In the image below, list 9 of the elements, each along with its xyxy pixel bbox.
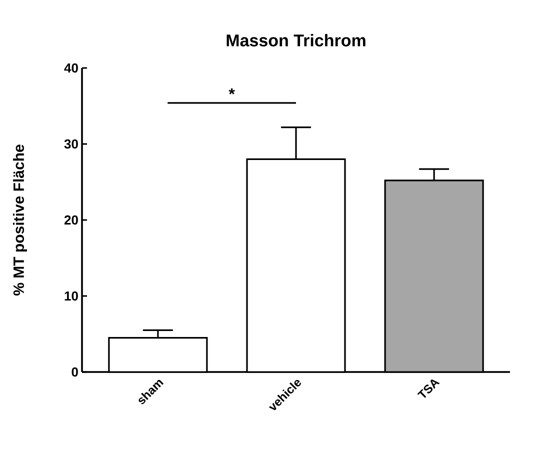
y-tick-label: 40 <box>64 63 78 73</box>
x-tick-label: TSA <box>417 379 440 398</box>
y-axis-title: % MT positive Fläche <box>13 144 27 296</box>
y-tick-label: 10 <box>64 291 78 301</box>
y-tick-label: 30 <box>64 139 78 149</box>
y-tick-label: 20 <box>64 215 78 225</box>
y-tick-label: 0 <box>72 367 78 377</box>
annotation: * <box>228 88 235 94</box>
chart-title: Masson Trichrom <box>226 34 366 46</box>
